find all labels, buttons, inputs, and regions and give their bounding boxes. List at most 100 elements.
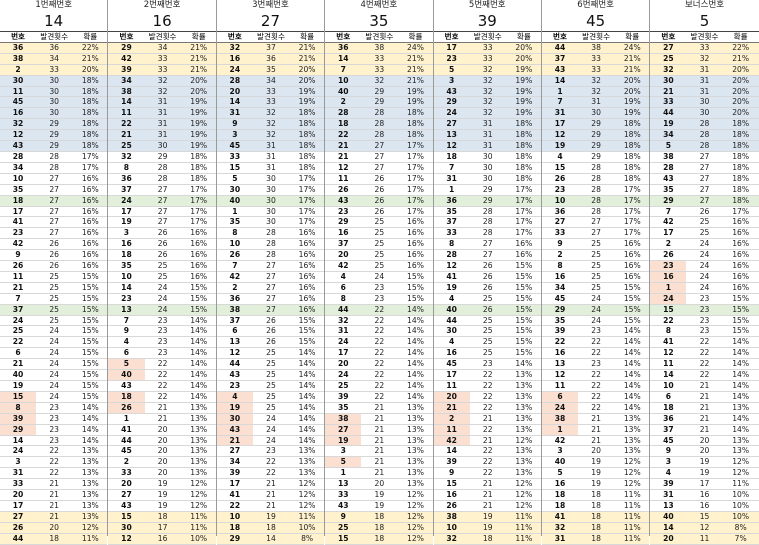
probability-cell: 14%: [81, 413, 99, 423]
ball-number-cell: 25: [663, 53, 674, 63]
ball-number-cell: 23: [446, 53, 457, 63]
count-cell: 22: [374, 348, 385, 358]
probability-cell: 14%: [623, 326, 641, 336]
table-row: 4 24 15%: [325, 272, 433, 283]
ball-number-cell: 26: [446, 500, 457, 510]
count-cell: 18: [374, 533, 385, 543]
table-row: 17 27 17%: [108, 207, 216, 218]
table-row: 5 28 18%: [650, 141, 759, 152]
count-cell: 27: [49, 173, 60, 183]
count-cell: 21: [374, 402, 385, 412]
count-cell: 31: [266, 141, 276, 151]
probability-cell: 10%: [298, 522, 316, 532]
table-row: 6 21 14%: [650, 392, 759, 403]
header-number: 번호: [661, 32, 676, 41]
probability-cell: 21%: [623, 64, 641, 74]
table-row: 15 18 12%: [325, 533, 433, 545]
count-cell: 21: [266, 500, 276, 510]
probability-cell: 10%: [732, 511, 750, 521]
count-cell: 29: [591, 119, 601, 129]
probability-cell: 17%: [515, 206, 533, 216]
count-cell: 18: [266, 522, 276, 532]
ball-number-cell: 15: [229, 162, 241, 172]
probability-cell: 17%: [515, 228, 533, 238]
count-cell: 31: [266, 151, 276, 161]
table-row: 19 27 17%: [108, 217, 216, 229]
column-header-row: 번호 발견횟수 확률: [108, 32, 216, 43]
table-row: 32 18 11%: [541, 522, 650, 534]
count-cell: 27: [266, 304, 276, 314]
count-cell: 22: [482, 402, 493, 412]
count-cell: 28: [157, 173, 168, 183]
ball-number-cell: 5: [665, 141, 672, 151]
count-cell: 31: [157, 130, 168, 140]
count-cell: 27: [374, 162, 385, 172]
ball-number-cell: 44: [446, 315, 457, 325]
probability-cell: 20%: [732, 97, 750, 107]
probability-cell: 14%: [407, 315, 424, 325]
probability-cell: 17%: [190, 195, 208, 205]
table-row: 41 18 11%: [541, 511, 650, 523]
probability-cell: 17%: [81, 162, 99, 172]
table-row: 9 18 12%: [325, 511, 433, 523]
probability-cell: 20%: [190, 75, 208, 85]
probability-cell: 16%: [623, 250, 641, 260]
table-row: 17 27 16%: [0, 207, 108, 218]
probability-cell: 18%: [298, 162, 316, 172]
column-header-row: 번호 발견횟수 확률: [216, 32, 325, 43]
probability-cell: 15%: [515, 315, 533, 325]
ball-number-cell: 7: [557, 97, 563, 107]
probability-cell: 18%: [732, 141, 750, 151]
table-row: 12 22 14%: [541, 370, 650, 381]
count-cell: 21: [699, 424, 710, 434]
table-row: 26 26 17%: [325, 185, 433, 196]
count-cell: 18: [591, 533, 601, 543]
probability-cell: 18%: [81, 108, 99, 118]
table-row: 27 33 22%: [650, 42, 759, 54]
probability-cell: 16%: [732, 282, 750, 292]
probability-cell: 17%: [407, 141, 424, 151]
count-cell: 11: [699, 533, 710, 543]
table-row: 18 26 16%: [108, 250, 216, 262]
count-cell: 23: [157, 348, 168, 358]
table-row: 38 21 13%: [325, 413, 433, 425]
count-cell: 22: [157, 391, 168, 401]
count-cell: 28: [591, 184, 601, 194]
probability-cell: 14%: [732, 424, 750, 434]
probability-cell: 13%: [515, 446, 533, 456]
table-row: 20 22 14%: [325, 359, 433, 371]
probability-cell: 21%: [298, 53, 316, 63]
count-cell: 19: [157, 500, 168, 510]
table-row: 11 22 14%: [650, 359, 759, 371]
ball-number-cell: 36: [12, 42, 24, 52]
count-cell: 28: [482, 228, 493, 238]
probability-cell: 16%: [298, 293, 316, 303]
ball-number-cell: 27: [121, 490, 132, 500]
probability-cell: 12%: [515, 500, 533, 510]
table-row: 35 21 13%: [325, 402, 433, 414]
count-cell: 19: [699, 457, 710, 467]
probability-cell: 18%: [623, 151, 641, 161]
ball-number-cell: 30: [663, 75, 674, 85]
ball-number-cell: 14: [121, 97, 132, 107]
ball-number-cell: 13: [229, 337, 241, 347]
ball-number-cell: 11: [12, 86, 24, 96]
count-cell: 24: [699, 282, 710, 292]
table-row: 37 28 17%: [433, 217, 541, 229]
table-row: 23 25 14%: [216, 381, 325, 392]
table-row: 18 27 16%: [0, 195, 108, 207]
count-cell: 27: [591, 217, 601, 227]
ball-number-cell: 45: [121, 446, 132, 456]
header-count: 발견횟수: [473, 32, 502, 41]
count-cell: 25: [591, 239, 601, 249]
count-cell: 32: [591, 75, 601, 85]
probability-cell: 18%: [732, 162, 750, 172]
count-cell: 31: [482, 141, 493, 151]
number-group-2: 2번째번호 16 번호 발견횟수 확률 29 34 21% 42 33 21% 39 33 21% 34 32…: [108, 0, 217, 545]
table-row: 33 28 17%: [433, 228, 541, 240]
ball-number-cell: 28: [663, 162, 674, 172]
group-title: 6번째번호: [577, 0, 614, 10]
count-cell: 25: [49, 293, 60, 303]
ball-number-cell: 34: [229, 457, 241, 467]
table-row: 3 19 12%: [650, 457, 759, 469]
